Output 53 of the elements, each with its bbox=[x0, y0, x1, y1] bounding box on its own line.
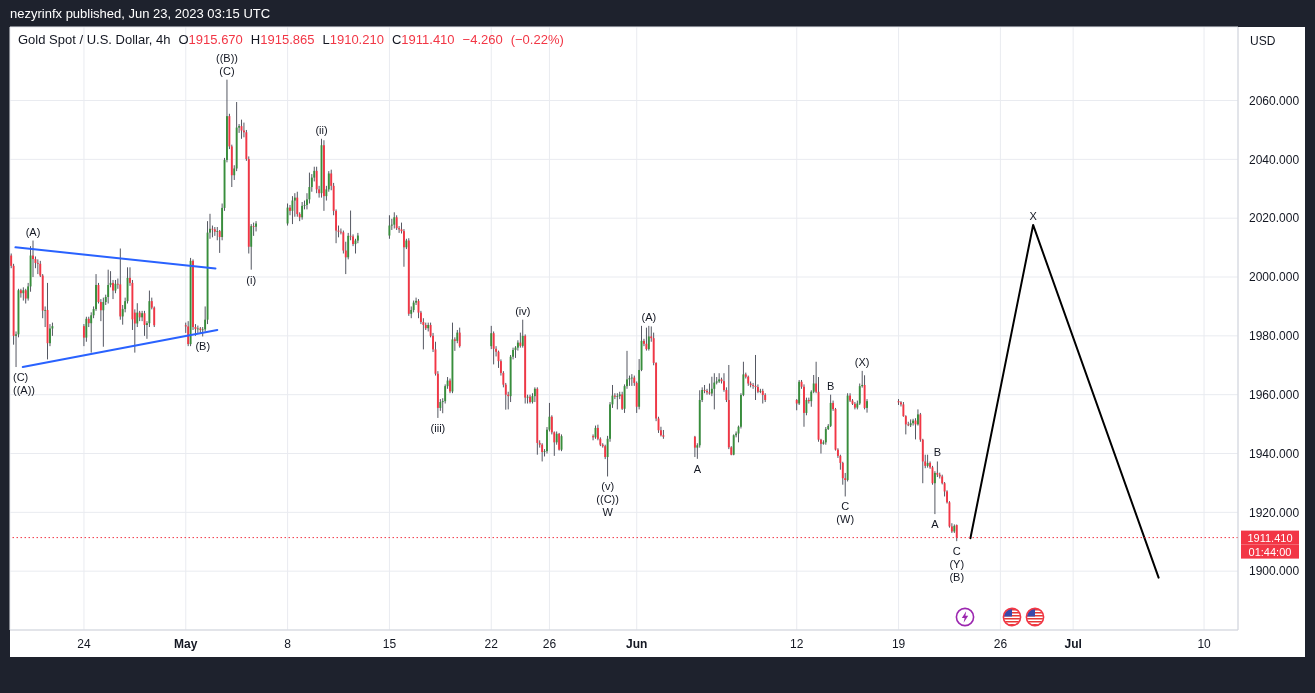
y-axis-title: USD bbox=[1250, 34, 1276, 48]
annotation: (ii) bbox=[315, 123, 328, 136]
candlestick bbox=[255, 221, 258, 232]
annotation: C bbox=[952, 545, 961, 558]
annotation: B bbox=[933, 446, 942, 459]
x-tick-label: 26 bbox=[993, 636, 1008, 651]
annotation: A bbox=[931, 518, 940, 531]
annotation: X bbox=[1029, 209, 1038, 222]
y-tick-label: 1960.000 bbox=[1249, 387, 1300, 402]
ref-line-label: 1911.410 bbox=[1247, 531, 1293, 544]
annotation: B bbox=[827, 379, 835, 392]
annotation: ((C)) bbox=[596, 493, 619, 506]
annotation: (iii) bbox=[430, 421, 446, 434]
annotation: A bbox=[693, 462, 702, 475]
annotation: (Y) bbox=[949, 558, 965, 571]
annotation: (B) bbox=[195, 340, 211, 353]
y-tick-label: 2000.000 bbox=[1249, 270, 1300, 285]
x-tick-label: 24 bbox=[77, 636, 91, 651]
annotation: (i) bbox=[246, 273, 257, 286]
annotation: (W) bbox=[836, 513, 855, 526]
x-tick-label: Jun bbox=[626, 636, 648, 651]
annotation: (A) bbox=[641, 310, 657, 323]
x-tick-label: 26 bbox=[542, 636, 557, 651]
x-tick-label: Jul bbox=[1064, 636, 1082, 651]
annotation: (X) bbox=[854, 355, 870, 368]
annotation: ((B)) bbox=[215, 51, 238, 64]
x-tick-label: 19 bbox=[891, 636, 906, 651]
annotation: 01:44:00 bbox=[1248, 545, 1292, 558]
y-tick-label: 1980.000 bbox=[1249, 329, 1300, 344]
y-tick-label: 1920.000 bbox=[1249, 505, 1300, 520]
annotation: ((A)) bbox=[13, 384, 35, 397]
x-tick-label: 12 bbox=[790, 636, 804, 651]
x-tick-label: 8 bbox=[284, 636, 292, 651]
text: O1915.670 H1915.865 L1910.210 C1911.410 −4.260 (−0.22%) bbox=[178, 32, 564, 47]
annotation: (C) bbox=[13, 371, 29, 384]
annotation: (iv) bbox=[515, 304, 531, 317]
y-tick-label: 1940.000 bbox=[1249, 446, 1300, 461]
annotation: (C) bbox=[219, 64, 235, 77]
chart-title: Gold Spot / U.S. Dollar, 4h bbox=[18, 32, 171, 47]
x-tick-label: 15 bbox=[382, 636, 397, 651]
y-tick-label: 1900.000 bbox=[1249, 564, 1300, 579]
annotation: (B) bbox=[949, 571, 965, 584]
annotation: (A) bbox=[25, 225, 41, 238]
text: nezyrinfx published, Jun 23, 2023 03:15 UTC bbox=[10, 6, 271, 21]
y-tick-label: 2040.000 bbox=[1249, 152, 1300, 167]
x-tick-label: May bbox=[174, 636, 198, 651]
annotation: W bbox=[602, 506, 614, 519]
x-tick-label: 22 bbox=[484, 636, 499, 651]
x-tick-label: 10 bbox=[1197, 636, 1212, 651]
y-tick-label: 2060.000 bbox=[1249, 93, 1300, 108]
y-tick-label: 2020.000 bbox=[1249, 211, 1300, 226]
annotation: C bbox=[841, 500, 850, 513]
annotation: (v) bbox=[601, 480, 615, 493]
